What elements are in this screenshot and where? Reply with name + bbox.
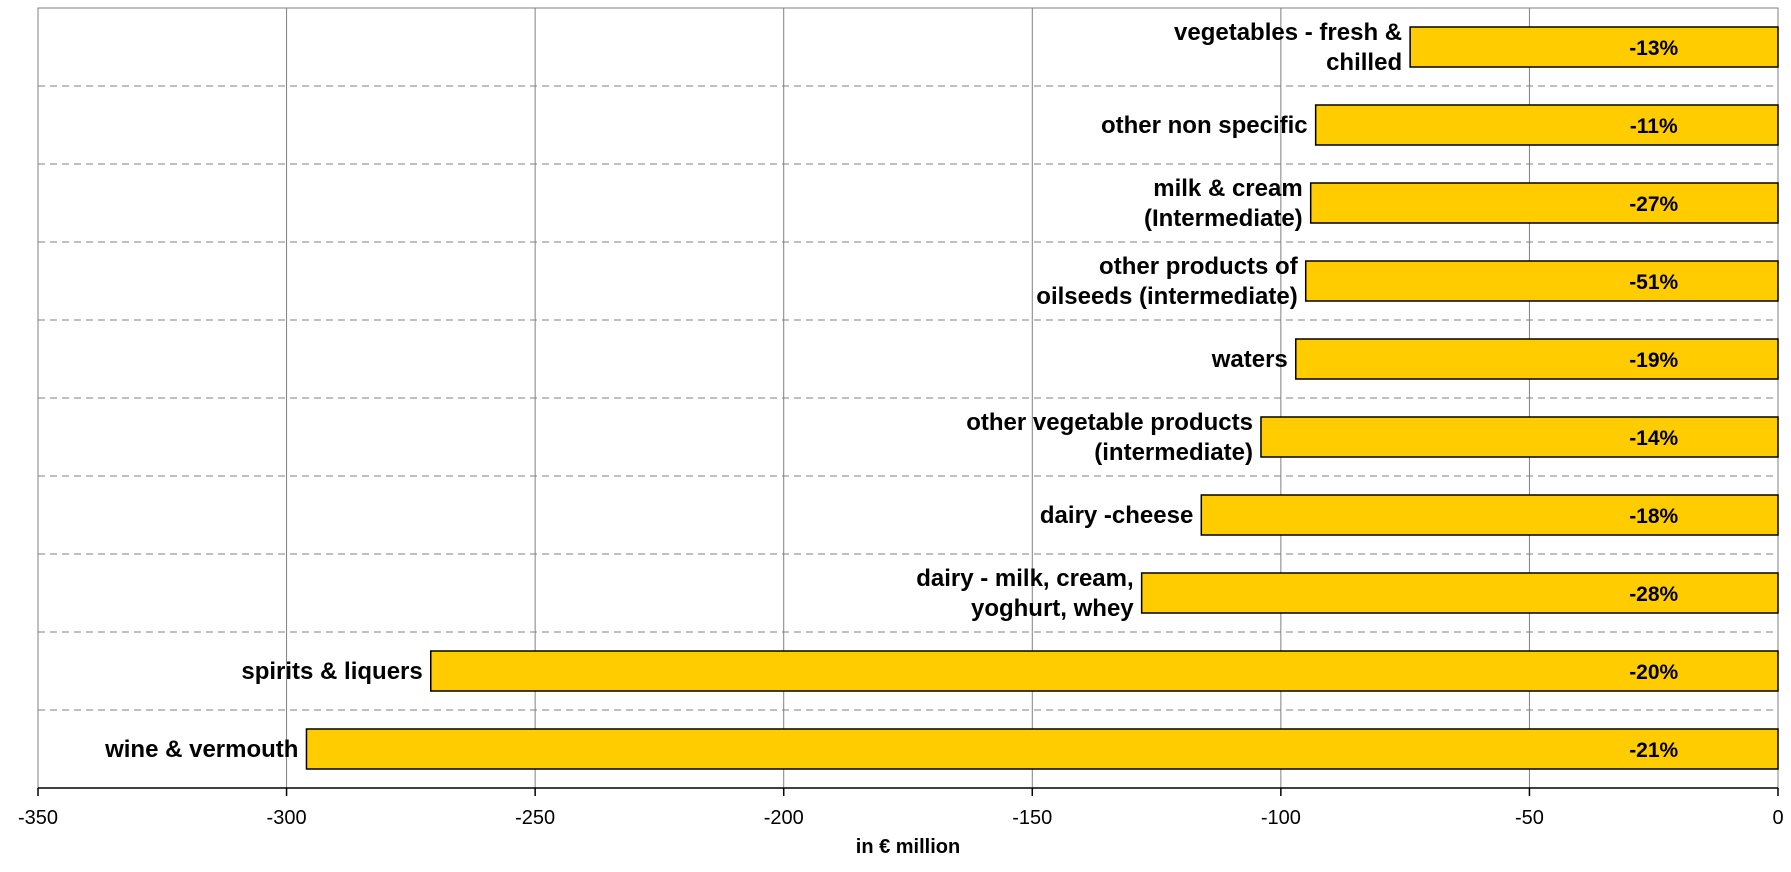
bar [1260,416,1779,458]
category-label-line: other products of [1099,253,1299,280]
category-label-line: dairy - milk, cream, [916,565,1133,592]
category-label: wine & vermouth [104,736,298,763]
bar [1304,260,1779,302]
data-label: -11% [1630,115,1678,138]
data-label: -14% [1629,427,1678,450]
bar [1200,494,1779,536]
bar [1314,104,1779,146]
category-label: dairy - milk, cream, yoghurt, whey [916,565,1134,622]
x-tick-label: -150 [1012,807,1052,829]
category-label-line: (Intermediate) [1144,205,1303,232]
category-label: waters [1211,346,1288,373]
x-tick-label: 0 [1772,807,1783,829]
category-label-line: dairy -cheese [1040,502,1193,529]
bars: -13% vegetables - fresh & chilled -11% other… [104,19,1779,770]
horizontal-gridlines [38,85,1778,711]
x-tick-label: -100 [1261,807,1301,829]
category-label-line: vegetables - fresh & [1174,19,1402,46]
category-label-line: oilseeds (intermediate) [1036,283,1297,310]
x-axis-title: in € million [856,836,960,858]
data-label: -28% [1629,583,1678,606]
category-label-line: wine & vermouth [104,736,298,763]
data-label: -18% [1629,505,1678,528]
data-label: -20% [1629,661,1678,684]
bar [305,728,1779,770]
x-tick-label: -250 [515,807,555,829]
category-label: other vegetable products (intermediate) [966,409,1253,466]
x-tick-label: -200 [764,807,804,829]
data-label: -21% [1629,739,1678,762]
category-label-line: chilled [1326,49,1402,76]
category-label-line: milk & cream [1153,175,1302,202]
category-label: other non specific [1101,112,1308,139]
bar [429,650,1779,692]
x-tick-label: -350 [18,807,58,829]
category-label-line: yoghurt, whey [971,595,1134,622]
category-label-line: (intermediate) [1094,439,1253,466]
data-label: -13% [1629,37,1678,60]
data-label: -27% [1629,193,1678,216]
x-tick-label: -300 [267,807,307,829]
bar [1295,338,1779,380]
bar [1309,182,1779,224]
data-label: -51% [1629,271,1678,294]
category-label: vegetables - fresh & chilled [1174,19,1402,76]
category-label-line: other non specific [1101,112,1308,139]
data-label: -19% [1629,349,1678,372]
x-tick-label: -50 [1515,807,1544,829]
bar [1409,26,1779,68]
category-label-line: spirits & liquers [241,658,422,685]
category-label: spirits & liquers [241,658,422,685]
category-label-line: other vegetable products [966,409,1253,436]
category-label: dairy -cheese [1040,502,1193,529]
bar [1140,572,1779,614]
x-axis: -350 -300 -250 -200 -150 -100 -50 0 [18,787,1784,829]
category-label: milk & cream (Intermediate) [1144,175,1303,232]
category-label: other products of oilseeds (intermediate) [1036,253,1298,310]
category-label-line: waters [1211,346,1288,373]
